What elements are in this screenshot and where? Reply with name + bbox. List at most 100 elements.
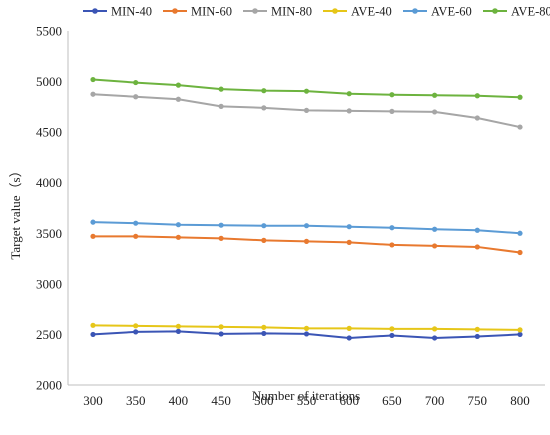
- data-point: [218, 324, 224, 330]
- legend-item: AVE-40: [323, 5, 392, 19]
- series-min-80: [90, 91, 523, 130]
- data-point: [432, 226, 438, 232]
- data-point: [303, 331, 310, 337]
- data-point: [133, 329, 139, 335]
- data-point: [432, 243, 438, 249]
- legend-label: MIN-60: [191, 5, 232, 19]
- data-point: [517, 331, 523, 338]
- y-tick-label: 5000: [36, 74, 62, 89]
- data-point: [90, 91, 96, 97]
- data-point: [389, 326, 395, 332]
- data-point: [517, 124, 523, 130]
- data-point: [90, 331, 96, 338]
- data-point: [389, 242, 395, 248]
- data-point: [517, 94, 523, 100]
- y-tick-label: 5500: [36, 24, 62, 39]
- data-point: [175, 328, 181, 334]
- data-point: [133, 220, 139, 226]
- series-ave-80: [90, 76, 523, 100]
- x-tick-label: 650: [382, 393, 402, 408]
- data-point: [175, 323, 181, 329]
- data-point: [474, 333, 480, 340]
- data-point: [261, 237, 267, 243]
- data-point: [261, 324, 267, 330]
- data-point: [303, 88, 310, 94]
- data-point: [261, 105, 267, 111]
- data-point: [218, 222, 224, 228]
- legend-label: AVE-40: [351, 5, 392, 19]
- data-point: [133, 233, 139, 239]
- x-axis-label: Number of iterations: [252, 388, 360, 403]
- y-tick-label: 2500: [36, 327, 62, 342]
- data-point: [389, 92, 395, 98]
- data-point: [90, 233, 96, 239]
- y-tick-label: 3500: [36, 226, 62, 241]
- data-point: [175, 222, 181, 228]
- legend-item: MIN-80: [243, 5, 312, 19]
- x-tick-label: 400: [169, 393, 189, 408]
- series-min-40: [90, 328, 523, 341]
- legend-item: MIN-60: [163, 5, 232, 19]
- legend-swatch-marker: [252, 8, 258, 14]
- legend-item: MIN-40: [83, 5, 152, 19]
- x-tick-label: 750: [468, 393, 488, 408]
- series-min-60: [90, 233, 523, 256]
- data-point: [261, 88, 267, 94]
- y-tick-label: 3000: [36, 276, 62, 291]
- data-point: [175, 96, 181, 102]
- x-axis: 300 350 400 450 500 550 600 650 700 750 800: [68, 384, 545, 408]
- data-point: [517, 327, 523, 333]
- y-tick-label: 2000: [36, 378, 62, 393]
- x-tick-label: 600: [339, 393, 359, 408]
- legend-swatch-marker: [92, 8, 98, 14]
- data-point: [432, 326, 438, 332]
- x-tick-label: 450: [211, 393, 231, 408]
- data-point: [389, 108, 395, 115]
- data-point: [90, 322, 96, 328]
- legend-swatch-marker: [492, 8, 498, 14]
- legend-label: MIN-40: [111, 5, 152, 19]
- data-point: [218, 86, 224, 92]
- x-tick-label: 800: [510, 393, 530, 408]
- x-tick-label: 500: [254, 393, 274, 408]
- data-point: [346, 224, 352, 230]
- series-layer: [90, 76, 523, 341]
- data-point: [90, 219, 96, 225]
- data-point: [474, 227, 480, 233]
- data-point: [175, 234, 181, 240]
- data-point: [303, 238, 310, 244]
- legend-label: MIN-80: [271, 5, 312, 19]
- data-point: [303, 223, 310, 229]
- x-tick-label: 300: [83, 393, 103, 408]
- legend-item: AVE-80: [483, 5, 550, 19]
- y-axis-label: Target value（s）: [8, 164, 23, 259]
- data-point: [432, 109, 438, 115]
- data-point: [474, 115, 480, 121]
- series-ave-60: [90, 219, 523, 236]
- data-point: [474, 244, 480, 250]
- series-line: [92, 78, 521, 99]
- data-point: [218, 235, 224, 241]
- data-point: [432, 92, 438, 98]
- data-point: [261, 223, 267, 229]
- data-point: [432, 335, 438, 341]
- data-point: [474, 326, 480, 332]
- data-point: [133, 323, 139, 329]
- y-tick-label: 4000: [36, 175, 62, 190]
- data-point: [303, 107, 310, 113]
- data-point: [389, 225, 395, 231]
- data-point: [346, 239, 352, 245]
- data-point: [346, 91, 352, 97]
- data-point: [474, 93, 480, 99]
- legend-swatch-marker: [172, 8, 178, 14]
- data-point: [389, 332, 395, 339]
- data-point: [303, 325, 310, 331]
- legend-label: AVE-80: [511, 5, 550, 19]
- data-point: [346, 108, 352, 114]
- y-axis: 2000 2500 3000 3500 4000 4500 5000 5500: [36, 24, 69, 393]
- data-point: [175, 82, 181, 88]
- data-point: [517, 230, 523, 236]
- legend-label: AVE-60: [431, 5, 472, 19]
- x-tick-label: 550: [297, 393, 317, 408]
- data-point: [517, 249, 523, 256]
